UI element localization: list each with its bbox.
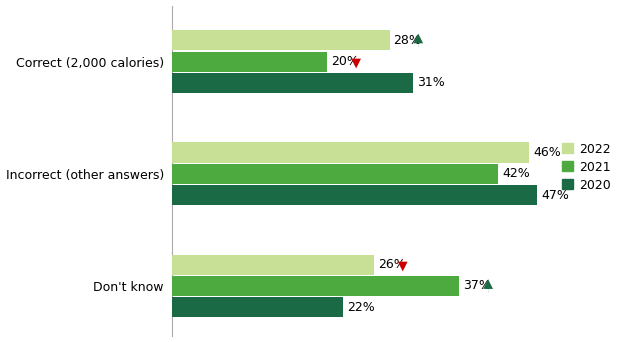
Text: 46%: 46% xyxy=(533,146,561,159)
Bar xyxy=(172,142,529,162)
Bar xyxy=(172,52,327,72)
Bar xyxy=(172,164,498,184)
Bar xyxy=(172,30,389,50)
Bar xyxy=(172,276,460,296)
Text: 28%: 28% xyxy=(393,34,421,47)
Bar xyxy=(172,73,413,93)
Text: 20%: 20% xyxy=(332,55,359,68)
Text: 47%: 47% xyxy=(541,189,569,202)
Bar xyxy=(172,254,374,275)
Bar xyxy=(172,297,343,317)
Text: 31%: 31% xyxy=(417,77,445,90)
Text: 22%: 22% xyxy=(347,301,374,314)
Text: 37%: 37% xyxy=(463,279,491,292)
Text: 42%: 42% xyxy=(502,167,530,180)
Text: 26%: 26% xyxy=(378,258,406,271)
Legend: 2022, 2021, 2020: 2022, 2021, 2020 xyxy=(557,137,616,197)
Bar xyxy=(172,185,537,205)
